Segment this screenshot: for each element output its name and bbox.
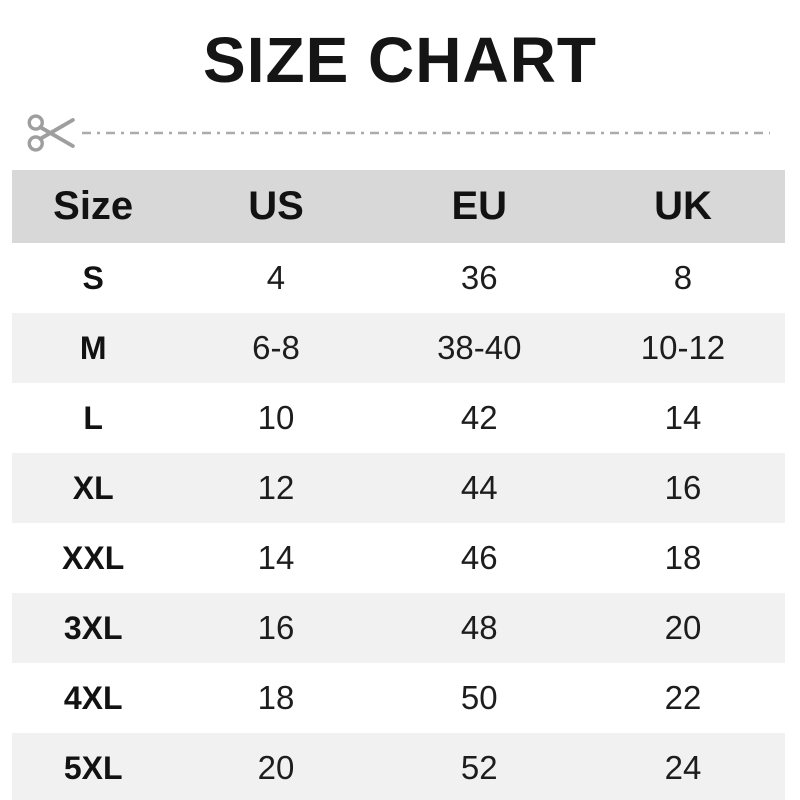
table-row-xxl: XXL 14 46 18 — [12, 523, 785, 593]
size-label: XXL — [62, 539, 125, 576]
eu-value: 52 — [460, 749, 498, 786]
uk-value: 18 — [664, 539, 702, 576]
us-value: 4 — [266, 259, 286, 296]
page-title: SIZE CHART — [203, 24, 597, 96]
table-row-m: M 6-8 38-40 10-12 — [12, 313, 785, 383]
us-value: 20 — [257, 749, 295, 786]
us-value: 12 — [257, 469, 295, 506]
table-row-5xl: 5XL 20 52 24 — [12, 733, 785, 800]
uk-value: 22 — [664, 679, 702, 716]
table-row-3xl: 3XL 16 48 20 — [12, 593, 785, 663]
column-header-size: Size — [53, 184, 134, 228]
uk-value: 24 — [664, 749, 702, 786]
us-value: 16 — [257, 609, 295, 646]
us-value: 6-8 — [252, 329, 300, 366]
size-label: L — [83, 399, 103, 436]
table-row-s: S 4 36 8 — [12, 243, 785, 313]
uk-value: 10-12 — [640, 329, 726, 366]
size-label: S — [82, 259, 104, 296]
size-label: 3XL — [63, 609, 123, 646]
size-label: XL — [72, 469, 114, 506]
us-value: 10 — [257, 399, 295, 436]
column-header-us: US — [248, 184, 304, 228]
table-row-4xl: 4XL 18 50 22 — [12, 663, 785, 733]
uk-value: 14 — [664, 399, 702, 436]
uk-value: 16 — [664, 469, 702, 506]
column-header-uk: UK — [654, 184, 712, 228]
uk-value: 20 — [664, 609, 702, 646]
dashed-cut-line — [82, 131, 770, 135]
table-row-l: L 10 42 14 — [12, 383, 785, 453]
table-row-xl: XL 12 44 16 — [12, 453, 785, 523]
size-label: 5XL — [63, 749, 123, 786]
scissors-icon — [27, 114, 75, 152]
cut-line-row — [26, 110, 770, 156]
size-label: 4XL — [63, 679, 123, 716]
table-header-row: Size US EU UK — [12, 170, 785, 243]
size-label: M — [79, 329, 107, 366]
eu-value: 48 — [460, 609, 498, 646]
eu-value: 36 — [460, 259, 498, 296]
us-value: 14 — [257, 539, 295, 576]
eu-value: 44 — [460, 469, 498, 506]
eu-value: 50 — [460, 679, 498, 716]
column-header-eu: EU — [451, 184, 508, 228]
size-conversion-table: Size US EU UK S 4 36 8 M 6-8 38-40 10-12… — [12, 170, 785, 800]
uk-value: 8 — [673, 259, 693, 296]
us-value: 18 — [257, 679, 295, 716]
eu-value: 46 — [460, 539, 498, 576]
eu-value: 38-40 — [437, 329, 522, 366]
eu-value: 42 — [460, 399, 498, 436]
